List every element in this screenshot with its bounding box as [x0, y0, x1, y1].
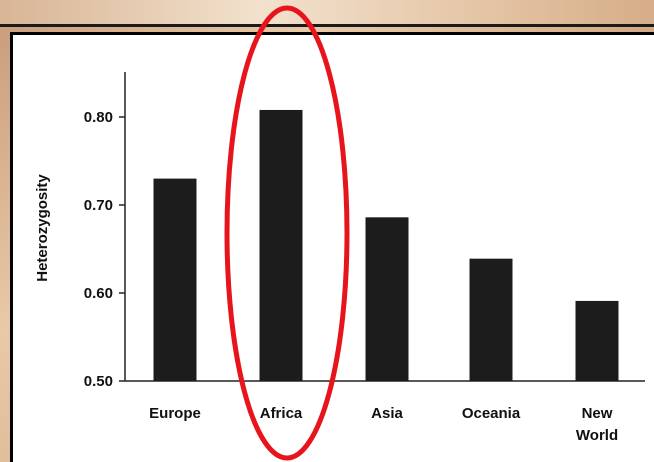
bar-new-world [575, 300, 619, 381]
y-tick-label: 0.80 [84, 109, 113, 126]
y-tick-label: 0.70 [84, 197, 113, 214]
y-axis-title: Heterozygosity [34, 174, 51, 282]
x-tick-label: Europe [149, 405, 201, 422]
x-tick-label: Africa [260, 405, 303, 422]
highlight-ellipse [224, 5, 350, 461]
bar-oceania [469, 258, 513, 381]
bar-africa [259, 109, 303, 382]
bars [153, 109, 619, 382]
x-tick-label: Oceania [462, 405, 521, 422]
bar-asia [365, 217, 409, 381]
x-tick-label: World [576, 427, 618, 444]
background-top-strip [0, 0, 654, 26]
y-tick-label: 0.50 [84, 373, 113, 390]
y-tick-label: 0.60 [84, 285, 113, 302]
y-axis-ticks: 0.50 0.60 0.70 0.80 [84, 109, 125, 390]
x-tick-label: New [582, 405, 613, 422]
x-axis-labels: Europe Africa Asia Oceania New World [149, 405, 618, 444]
top-border-line [0, 24, 654, 27]
x-tick-label: Asia [371, 405, 403, 422]
bar-europe [153, 178, 197, 381]
